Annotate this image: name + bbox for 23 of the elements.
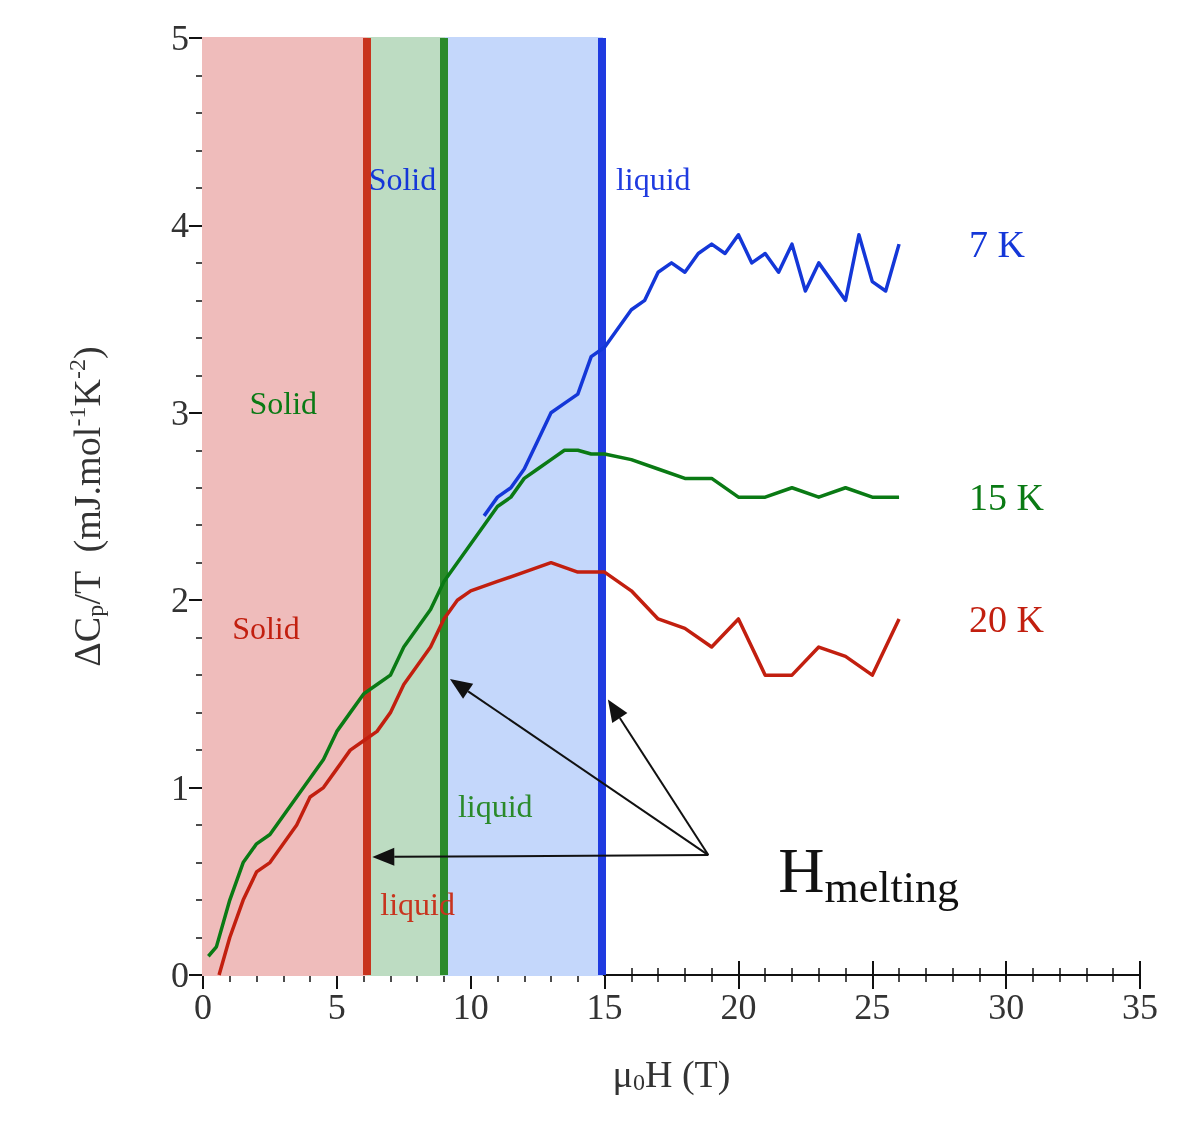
band-label: Solid: [232, 610, 300, 647]
series-label: 15 K: [969, 476, 1045, 519]
series-label: 20 K: [969, 597, 1045, 640]
y-tick-label: 1: [171, 767, 189, 808]
y-tick-label: 0: [171, 955, 189, 995]
y-axis-title: ΔCp/T (mJ.mol-1K-2): [64, 346, 109, 667]
x-tick-label: 5: [327, 987, 346, 1027]
series-label: 7 K: [969, 223, 1026, 266]
ref-line-label: liquid: [457, 788, 533, 825]
x-axis-title: μ0H (T): [612, 1052, 731, 1096]
x-tick-label: 20: [720, 987, 757, 1027]
x-tick-label: 25: [854, 987, 891, 1027]
band-label: Solid: [249, 385, 318, 422]
y-tick-label: 5: [171, 18, 189, 58]
x-tick-label: 30: [988, 987, 1025, 1027]
band-label: Solid: [368, 160, 437, 197]
y-tick-label: 2: [171, 580, 189, 621]
ref-line-label: liquid: [615, 160, 691, 197]
x-tick-label: 15: [586, 987, 623, 1027]
x-tick-label: 35: [1122, 987, 1158, 1027]
y-tick-label: 4: [171, 205, 189, 246]
x-tick-label: 10: [452, 987, 489, 1027]
y-tick-label: 3: [171, 392, 189, 433]
